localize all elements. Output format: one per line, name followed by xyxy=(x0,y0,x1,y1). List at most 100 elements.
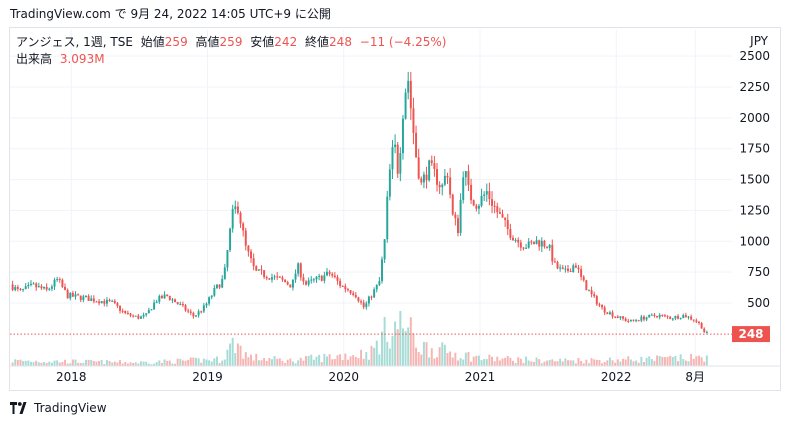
candle-body[interactable] xyxy=(341,285,344,287)
candle-body[interactable] xyxy=(87,295,90,301)
candle-body[interactable] xyxy=(129,313,132,316)
candle-body[interactable] xyxy=(459,199,462,234)
candle-body[interactable] xyxy=(286,282,289,285)
candle-body[interactable] xyxy=(669,316,672,319)
candle-body[interactable] xyxy=(407,80,410,93)
candle-body[interactable] xyxy=(166,294,169,296)
candle-body[interactable] xyxy=(388,169,391,197)
candle-body[interactable] xyxy=(69,292,72,299)
candle-body[interactable] xyxy=(90,298,93,301)
candle-body[interactable] xyxy=(176,302,179,305)
candle-body[interactable] xyxy=(215,284,218,288)
candle-body[interactable] xyxy=(362,302,365,308)
candle-body[interactable] xyxy=(14,286,17,291)
candle-body[interactable] xyxy=(383,239,386,260)
candle-body[interactable] xyxy=(105,299,108,304)
candle-body[interactable] xyxy=(291,279,294,288)
candle-body[interactable] xyxy=(98,301,101,304)
candle-body[interactable] xyxy=(333,275,336,278)
candle-body[interactable] xyxy=(137,315,140,319)
candle-body[interactable] xyxy=(642,316,645,320)
candle-body[interactable] xyxy=(603,307,606,313)
candle-body[interactable] xyxy=(150,309,153,311)
candle-body[interactable] xyxy=(540,240,543,247)
candle-body[interactable] xyxy=(559,267,562,269)
candle-body[interactable] xyxy=(108,299,111,302)
candle-body[interactable] xyxy=(522,247,525,249)
candle-body[interactable] xyxy=(690,316,693,320)
candle-body[interactable] xyxy=(470,184,473,201)
candle-body[interactable] xyxy=(284,279,287,283)
candle-body[interactable] xyxy=(687,316,690,318)
candle-body[interactable] xyxy=(202,305,205,312)
candle-body[interactable] xyxy=(297,263,300,274)
candle-body[interactable] xyxy=(538,240,541,247)
candle-body[interactable] xyxy=(386,196,389,240)
candle-body[interactable] xyxy=(252,258,255,267)
candle-body[interactable] xyxy=(299,263,302,278)
candle-body[interactable] xyxy=(488,191,491,200)
candle-body[interactable] xyxy=(611,312,614,317)
candle-body[interactable] xyxy=(700,323,703,329)
candle-body[interactable] xyxy=(695,320,698,322)
candle-body[interactable] xyxy=(134,315,137,317)
candle-body[interactable] xyxy=(498,212,501,214)
symbol-name[interactable]: アンジェス, 1週, TSE xyxy=(16,35,133,49)
candle-body[interactable] xyxy=(493,205,496,207)
candle-body[interactable] xyxy=(530,241,533,243)
candle-body[interactable] xyxy=(462,177,465,200)
candle-body[interactable] xyxy=(263,270,266,277)
candle-body[interactable] xyxy=(674,315,677,319)
candle-body[interactable] xyxy=(519,242,522,248)
candle-body[interactable] xyxy=(103,301,106,304)
candle-body[interactable] xyxy=(45,286,48,290)
candle-body[interactable] xyxy=(506,220,509,229)
candle-body[interactable] xyxy=(595,296,598,305)
candle-body[interactable] xyxy=(305,281,308,285)
candle-body[interactable] xyxy=(346,289,349,291)
candle-body[interactable] xyxy=(381,259,383,282)
candle-body[interactable] xyxy=(527,241,530,248)
candle-body[interactable] xyxy=(174,299,177,303)
candle-body[interactable] xyxy=(580,269,583,277)
candle-body[interactable] xyxy=(504,217,507,221)
candle-body[interactable] xyxy=(546,246,549,248)
candle-body[interactable] xyxy=(569,270,572,272)
candle-body[interactable] xyxy=(315,276,318,280)
candle-body[interactable] xyxy=(394,144,397,148)
candle-body[interactable] xyxy=(624,318,627,321)
candle-body[interactable] xyxy=(124,310,127,313)
candle-body[interactable] xyxy=(84,295,87,297)
candle-body[interactable] xyxy=(278,276,281,278)
candle-body[interactable] xyxy=(270,277,273,280)
candle-body[interactable] xyxy=(658,315,661,318)
candle-body[interactable] xyxy=(187,310,190,312)
candle-body[interactable] xyxy=(412,108,415,133)
candle-body[interactable] xyxy=(585,280,588,291)
candle-body[interactable] xyxy=(289,284,292,288)
candle-body[interactable] xyxy=(229,228,232,251)
candle-body[interactable] xyxy=(179,303,182,305)
candle-body[interactable] xyxy=(635,320,638,322)
candle-body[interactable] xyxy=(50,286,53,289)
candle-body[interactable] xyxy=(446,175,449,178)
candle-body[interactable] xyxy=(357,297,360,302)
candle-body[interactable] xyxy=(153,302,156,310)
candle-body[interactable] xyxy=(192,312,195,317)
candle-body[interactable] xyxy=(373,289,376,298)
candle-body[interactable] xyxy=(425,174,428,181)
candle-body[interactable] xyxy=(574,265,577,268)
candle-body[interactable] xyxy=(312,279,315,281)
candle-body[interactable] xyxy=(66,289,69,299)
candle-body[interactable] xyxy=(32,283,35,285)
candle-body[interactable] xyxy=(682,315,685,319)
candle-body[interactable] xyxy=(415,132,418,158)
candle-body[interactable] xyxy=(627,320,630,322)
candle-body[interactable] xyxy=(126,312,129,314)
candle-body[interactable] xyxy=(19,288,22,290)
candle-body[interactable] xyxy=(119,306,122,311)
candle-body[interactable] xyxy=(189,311,192,313)
candle-body[interactable] xyxy=(302,277,305,282)
candle-body[interactable] xyxy=(365,303,368,308)
candle-body[interactable] xyxy=(257,269,260,271)
